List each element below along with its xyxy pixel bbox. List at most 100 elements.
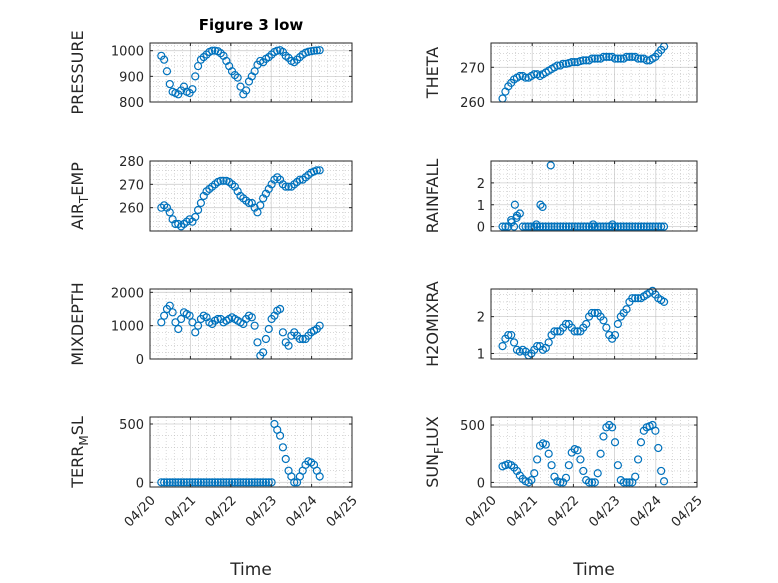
data-point <box>608 220 617 229</box>
axes-frame <box>490 416 698 488</box>
data-point <box>247 478 256 487</box>
data-point <box>610 438 620 447</box>
series-markers <box>498 161 669 231</box>
data-point <box>236 82 245 91</box>
data-point <box>185 478 194 487</box>
subplot-mixdepth: 0 1000 2000 MIXDEPTH <box>68 282 353 368</box>
data-point <box>168 308 177 317</box>
data-point <box>633 222 643 231</box>
y-axis-label-tail: SL <box>68 416 87 435</box>
y-tick-label: 0 <box>477 476 485 491</box>
data-point <box>509 338 519 347</box>
series-markers <box>498 420 669 487</box>
data-point <box>510 200 519 209</box>
data-point <box>608 423 617 432</box>
data-point <box>242 478 251 487</box>
axes-frame <box>149 416 353 488</box>
data-point <box>233 478 242 487</box>
data-point <box>225 478 234 487</box>
figure-title: Figure 3 low <box>199 16 304 34</box>
data-point <box>659 222 669 231</box>
data-point <box>191 72 200 81</box>
y-tick-label: 1000 <box>111 320 144 335</box>
y-axis-label: PRESSURE <box>68 30 87 114</box>
data-point <box>622 222 631 231</box>
data-point <box>659 297 669 306</box>
y-tick-label: 500 <box>460 419 485 434</box>
data-point <box>544 449 553 458</box>
data-point <box>174 324 183 334</box>
data-point <box>521 73 530 82</box>
data-point <box>576 222 585 231</box>
data-point <box>165 208 174 217</box>
data-point <box>587 54 597 63</box>
series-markers <box>498 42 669 103</box>
data-point <box>633 455 643 464</box>
data-point <box>281 182 290 191</box>
y-tick-label: 2000 <box>111 286 144 301</box>
y-tick-label: 0 <box>136 353 144 368</box>
data-point <box>219 176 228 185</box>
data-point <box>579 222 588 231</box>
y-axis-label-main: PRESSURE <box>68 30 87 114</box>
data-point <box>590 54 599 63</box>
data-point <box>622 305 631 314</box>
y-tick-label: 260 <box>119 202 144 217</box>
data-point <box>553 222 562 231</box>
data-point <box>177 478 186 487</box>
axes-frame <box>149 288 353 360</box>
data-point <box>498 342 507 351</box>
plot-area <box>150 417 352 487</box>
data-point <box>278 328 288 337</box>
data-point <box>275 431 285 440</box>
data-point <box>625 52 634 61</box>
data-point <box>261 334 271 344</box>
data-point <box>639 222 648 231</box>
data-point <box>584 478 594 487</box>
data-point <box>599 316 608 325</box>
y-tick-label: 270 <box>460 61 485 76</box>
data-point <box>219 478 228 487</box>
data-point <box>515 71 524 81</box>
data-point <box>193 321 203 330</box>
data-point <box>210 478 220 487</box>
y-axis-label: MIXDEPTH <box>68 282 87 365</box>
data-point <box>527 476 536 485</box>
data-point <box>564 461 573 470</box>
data-point <box>547 222 556 231</box>
data-point <box>613 319 622 329</box>
data-point <box>573 327 582 336</box>
data-point <box>253 338 262 347</box>
data-point <box>196 198 206 208</box>
data-point <box>524 222 533 231</box>
data-point <box>247 313 256 322</box>
data-point <box>599 222 608 231</box>
data-point <box>590 308 599 318</box>
axes-frame <box>490 42 698 103</box>
data-point <box>622 478 631 487</box>
data-point <box>587 478 597 487</box>
data-point <box>547 461 556 470</box>
data-point <box>162 478 172 487</box>
data-point <box>273 46 282 55</box>
data-point <box>162 67 172 76</box>
data-point <box>157 478 166 487</box>
data-point <box>582 56 591 65</box>
data-point <box>509 222 519 231</box>
data-point <box>610 54 620 63</box>
data-point <box>530 70 539 79</box>
data-point <box>256 478 265 487</box>
data-point <box>605 52 614 61</box>
data-point <box>208 478 217 487</box>
data-point <box>602 323 611 332</box>
data-point <box>631 222 640 231</box>
data-point <box>530 469 539 478</box>
data-point <box>512 213 521 222</box>
data-point <box>541 222 550 231</box>
data-point <box>216 478 225 487</box>
data-point <box>561 473 571 482</box>
data-point <box>567 57 576 67</box>
data-point <box>193 478 203 487</box>
data-point <box>596 222 605 231</box>
y-axis-label-tail: EMP <box>68 162 87 196</box>
